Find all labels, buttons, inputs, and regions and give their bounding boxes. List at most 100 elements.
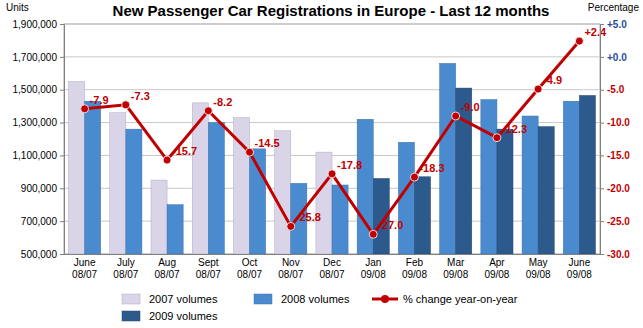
marks: [69, 37, 596, 254]
grid: [64, 24, 600, 254]
tick-label: Oct08/07: [237, 257, 262, 280]
x-axis: June08/07July08/07Aug08/07Sept08/07Oct08…: [65, 254, 601, 280]
tick-label-line: June: [74, 257, 96, 268]
bar: [522, 116, 538, 254]
tick-label-line: Oct: [242, 257, 258, 268]
bar: [538, 127, 554, 254]
tick-mark: [600, 123, 604, 124]
bar: [579, 95, 595, 254]
tick: -30.0: [600, 249, 630, 260]
legend-label: 2007 volumes: [149, 293, 218, 305]
tick-mark: [600, 254, 604, 255]
tick-label: -25.0: [607, 216, 630, 227]
tick-label-line: 08/07: [196, 269, 221, 280]
marker: [328, 170, 336, 178]
data-label: -15.7: [172, 145, 197, 157]
line: [85, 41, 580, 234]
tick-label: Dec08/07: [319, 257, 344, 280]
data-label: -27.0: [378, 219, 403, 231]
tick-label: Feb09/08: [402, 257, 427, 280]
tick: 1,500,000: [13, 84, 65, 95]
tick-label: -20.0: [607, 183, 630, 194]
marker: [122, 101, 130, 109]
tick-label-line: Nov: [282, 257, 300, 268]
tick: July08/07: [113, 254, 138, 280]
bar: [414, 177, 430, 254]
tick-label-line: 09/08: [567, 269, 592, 280]
tick: -5.0: [600, 84, 625, 95]
tick: June08/07: [72, 254, 97, 280]
tick-label: 900,000: [21, 183, 58, 194]
tick: 700,000: [21, 216, 64, 227]
tick-mark: [600, 57, 604, 58]
tick: 1,900,000: [13, 19, 65, 30]
bar: [440, 63, 456, 254]
tick: Apr09/08: [484, 254, 509, 280]
tick-label: -5.0: [607, 84, 625, 95]
marker: [410, 173, 418, 181]
tick-label-line: Aug: [158, 257, 176, 268]
bar: [151, 180, 167, 254]
marker: [163, 156, 171, 164]
bar: [110, 113, 126, 254]
bar: [563, 101, 579, 254]
legend-label: 2008 volumes: [281, 293, 350, 305]
tick-label-line: 08/07: [155, 269, 180, 280]
legend-swatch: [122, 311, 140, 321]
bar: [85, 101, 101, 254]
tick-label: 1,700,000: [13, 52, 58, 63]
tick-label: Sept08/07: [196, 257, 221, 280]
data-label: -12.3: [502, 123, 527, 135]
bar: [167, 205, 183, 254]
tick-label: -30.0: [607, 249, 630, 260]
marker: [81, 105, 89, 113]
data-label: -25.8: [296, 211, 321, 223]
tick-mark: [60, 24, 64, 25]
axis-line: [601, 25, 605, 255]
tick-label: 1,900,000: [13, 19, 58, 30]
tick-label: 500,000: [21, 249, 58, 260]
tick-label: Nov08/07: [278, 257, 303, 280]
tick-label-line: 08/07: [113, 269, 138, 280]
y-axis-title: Units: [6, 2, 29, 13]
bar: [275, 131, 291, 254]
legend-item: 2008 volumes: [254, 293, 350, 305]
marker: [452, 112, 460, 120]
tick: 1,100,000: [13, 150, 65, 161]
tick-label: +0.0: [607, 52, 627, 63]
tick: -20.0: [600, 183, 630, 194]
legend-marker: [381, 295, 389, 303]
y2-axis-title: Percentage: [588, 2, 640, 13]
tick: 1,700,000: [13, 52, 65, 63]
tick: Feb09/08: [402, 254, 427, 280]
y-axis: 500,000700,000900,0001,100,0001,300,0001…: [13, 19, 65, 260]
tick-label: 700,000: [21, 216, 58, 227]
legend: 2007 volumes 2008 volumes % change year-on…: [122, 293, 518, 322]
data-label: -17.8: [337, 159, 362, 171]
tick-label: 1,100,000: [13, 150, 58, 161]
marker: [204, 107, 212, 115]
tick-mark: [600, 188, 604, 189]
marker: [246, 148, 254, 156]
tick: +0.0: [600, 52, 627, 63]
tick: Jan09/08: [361, 254, 386, 280]
tick-label: -10.0: [607, 117, 630, 128]
tick-mark: [60, 254, 64, 255]
tick: -15.0: [600, 150, 630, 161]
bar: [126, 129, 142, 254]
tick: Aug08/07: [155, 254, 180, 280]
tick-label-line: Jan: [365, 257, 381, 268]
tick-mark: [600, 221, 604, 222]
legend-item: 2009 volumes: [122, 310, 218, 322]
data-label: -7.9: [90, 94, 109, 106]
bar: [481, 100, 497, 254]
axis-line: [60, 25, 65, 255]
tick-label-line: 09/08: [402, 269, 427, 280]
legend-item: % change year-on-year: [372, 293, 518, 305]
title: New Passenger Car Registrations in Europ…: [113, 2, 550, 19]
legend-swatch: [254, 294, 272, 304]
tick: Dec08/07: [319, 254, 344, 280]
tick-mark: [60, 57, 64, 58]
legend-label: 2009 volumes: [149, 310, 218, 322]
tick-mark: [60, 155, 64, 156]
